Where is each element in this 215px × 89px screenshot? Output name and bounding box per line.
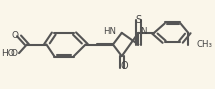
Text: CH₃: CH₃: [197, 40, 212, 49]
Text: O: O: [10, 49, 17, 58]
Text: O: O: [121, 61, 129, 71]
Text: S: S: [135, 15, 141, 25]
Text: O: O: [11, 31, 18, 40]
Text: HN: HN: [103, 27, 116, 36]
Text: HO: HO: [1, 49, 15, 58]
Text: N: N: [140, 27, 147, 36]
